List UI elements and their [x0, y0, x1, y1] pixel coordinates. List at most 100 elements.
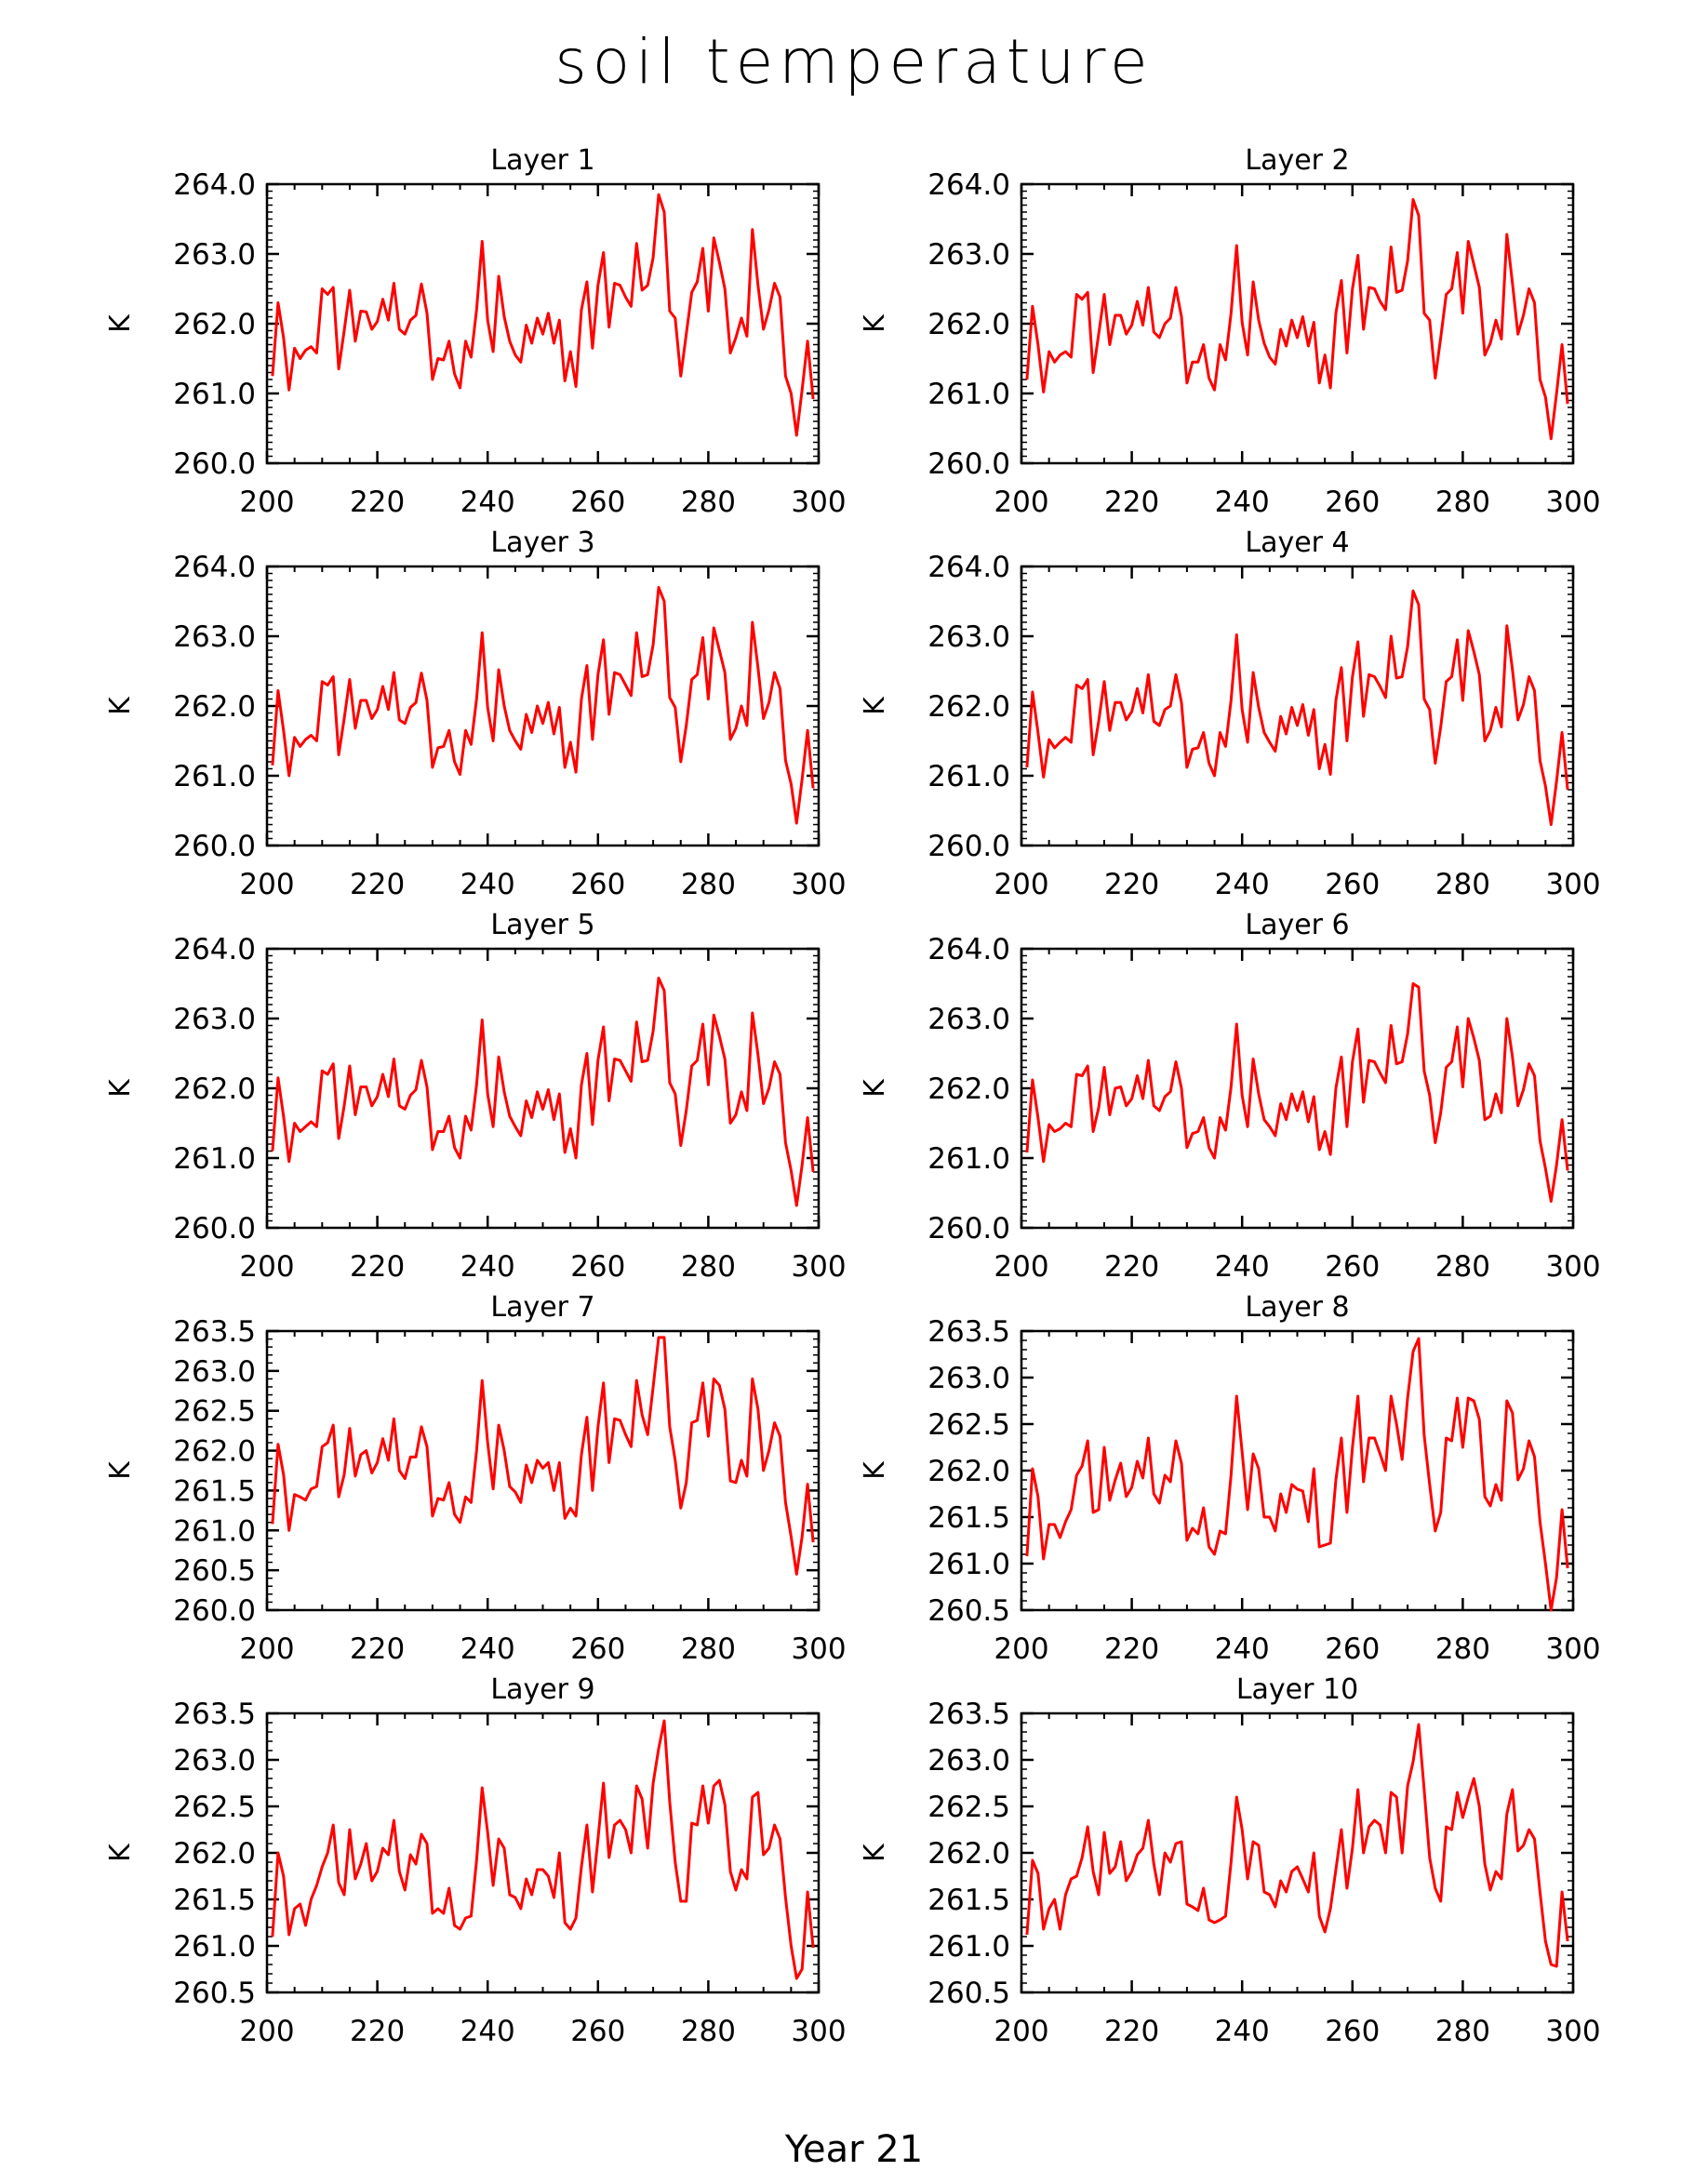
panel-title: Layer 7	[490, 1291, 594, 1324]
x-tick-label: 260	[570, 2015, 625, 2048]
y-tick-label: 262.5	[927, 1408, 1010, 1442]
x-tick-label: 260	[1325, 1632, 1380, 1666]
y-tick-label: 262.5	[173, 1791, 256, 1824]
x-tick-label: 300	[791, 486, 846, 519]
y-axis-label: K	[104, 313, 137, 333]
y-tick-label: 263.5	[927, 1315, 1010, 1349]
y-tick-label: 260.5	[173, 1554, 256, 1588]
x-tick-label: 280	[1435, 1632, 1490, 1666]
plot-frame	[1020, 1711, 1575, 1994]
y-tick-label: 263.0	[173, 1355, 256, 1389]
x-tick-label: 280	[681, 868, 736, 901]
panel-title: Layer 2	[1245, 144, 1349, 177]
y-tick-label: 260.5	[927, 1594, 1010, 1628]
plot-frame	[265, 1329, 821, 1612]
y-tick-label: 263.0	[927, 1744, 1010, 1778]
y-tick-label: 262.0	[173, 1072, 256, 1106]
y-tick-label: 263.0	[173, 1003, 256, 1036]
y-tick-label: 262.0	[173, 1837, 256, 1871]
y-tick-label: 264.0	[927, 551, 1010, 584]
y-tick-label: 263.0	[173, 238, 256, 272]
panel-title: Layer 3	[490, 526, 594, 559]
y-tick-label: 263.0	[927, 620, 1010, 654]
panel-title: Layer 9	[490, 1673, 594, 1706]
plot-frame	[265, 182, 821, 465]
series-line	[1025, 1337, 1569, 1612]
x-tick-label: 260	[1325, 2015, 1380, 2048]
y-tick-label: 261.0	[927, 1930, 1010, 1964]
y-tick-label: 261.5	[927, 1501, 1010, 1535]
x-tick-label: 200	[994, 1250, 1048, 1284]
y-tick-label: 263.0	[927, 238, 1010, 272]
y-tick-label: 262.5	[927, 1791, 1010, 1824]
x-tick-label: 220	[1104, 486, 1159, 519]
x-tick-label: 300	[791, 1250, 846, 1284]
x-tick-label: 300	[1545, 1250, 1600, 1284]
x-tick-label: 200	[239, 2015, 294, 2048]
figure-title: soil temperature	[554, 26, 1154, 98]
y-tick-label: 261.0	[173, 1142, 256, 1176]
x-tick-label: 280	[1435, 1250, 1490, 1284]
y-tick-label: 262.0	[927, 1455, 1010, 1488]
panel-layer-7: Layer 7 200 220 240 260 280 300 260.0 260.5 261.0…	[104, 1291, 847, 1666]
x-tick-label: 300	[1545, 868, 1600, 901]
x-tick-label: 200	[994, 486, 1048, 519]
panel-layer-10: Layer 10 200 220 240 260 280 300 260.5 261.0 261.…	[859, 1673, 1601, 2048]
panel-title: Layer 1	[490, 144, 594, 177]
x-tick-label: 240	[1215, 486, 1270, 519]
x-tick-label: 260	[570, 486, 625, 519]
x-tick-label: 280	[1435, 2015, 1490, 2048]
series-line	[1025, 589, 1569, 826]
x-tick-label: 240	[460, 2015, 515, 2048]
plot-frame	[1020, 947, 1575, 1230]
plot-frame	[1020, 1329, 1575, 1612]
y-tick-label: 260.5	[173, 1977, 256, 2010]
x-tick-label: 200	[239, 486, 294, 519]
y-axis-label: K	[104, 1843, 137, 1862]
panel-layer-1: Layer 1 200 220 240 260 280 300 260.0 261.0 262.0…	[104, 144, 847, 519]
x-tick-label: 260	[1325, 868, 1380, 901]
x-tick-label: 280	[1435, 868, 1490, 901]
figure-footer: Year 21	[784, 2128, 924, 2171]
y-tick-label: 260.0	[173, 1594, 256, 1628]
panel-layer-2: Layer 2 200 220 240 260 280 300 260.0 261.0 262.0…	[859, 144, 1601, 519]
series-line	[271, 977, 815, 1207]
x-tick-label: 220	[350, 1632, 405, 1666]
series-line	[271, 1719, 815, 1980]
y-tick-label: 261.0	[927, 760, 1010, 793]
x-tick-label: 300	[791, 1632, 846, 1666]
x-tick-label: 240	[1215, 1250, 1270, 1284]
y-axis-label: K	[104, 696, 137, 715]
x-tick-label: 300	[791, 2015, 846, 2048]
y-axis-label: K	[859, 696, 891, 715]
panel-layer-4: Layer 4 200 220 240 260 280 300 260.0 261.0 262.0…	[859, 526, 1601, 901]
x-tick-label: 200	[994, 2015, 1048, 2048]
x-tick-label: 300	[1545, 1632, 1600, 1666]
y-tick-label: 263.5	[927, 1698, 1010, 1731]
x-tick-label: 280	[681, 1632, 736, 1666]
x-tick-label: 220	[1104, 868, 1159, 901]
x-tick-label: 260	[570, 1632, 625, 1666]
y-axis-label: K	[104, 1460, 137, 1480]
panel-title: Layer 10	[1236, 1673, 1358, 1706]
y-axis-label: K	[859, 313, 891, 333]
x-tick-label: 300	[791, 868, 846, 901]
y-tick-label: 264.0	[927, 933, 1010, 966]
panel-layer-5: Layer 5 200 220 240 260 280 300 260.0 261.0 262.0…	[104, 909, 847, 1284]
y-axis-label: K	[859, 1460, 891, 1480]
y-tick-label: 264.0	[173, 933, 256, 966]
x-tick-label: 280	[681, 1250, 736, 1284]
y-tick-label: 260.5	[927, 1977, 1010, 2010]
x-tick-label: 200	[239, 868, 294, 901]
series-line	[271, 1336, 815, 1576]
x-tick-label: 220	[1104, 2015, 1159, 2048]
y-tick-label: 260.0	[173, 1212, 256, 1245]
y-tick-label: 260.0	[927, 1212, 1010, 1245]
panel-title: Layer 4	[1245, 526, 1349, 559]
y-axis-label: K	[859, 1843, 891, 1862]
panel-layer-3: Layer 3 200 220 240 260 280 300 260.0 261.0 262.0…	[104, 526, 847, 901]
y-tick-label: 261.0	[173, 1930, 256, 1964]
y-tick-label: 260.0	[173, 447, 256, 481]
series-line	[1025, 1723, 1569, 1968]
